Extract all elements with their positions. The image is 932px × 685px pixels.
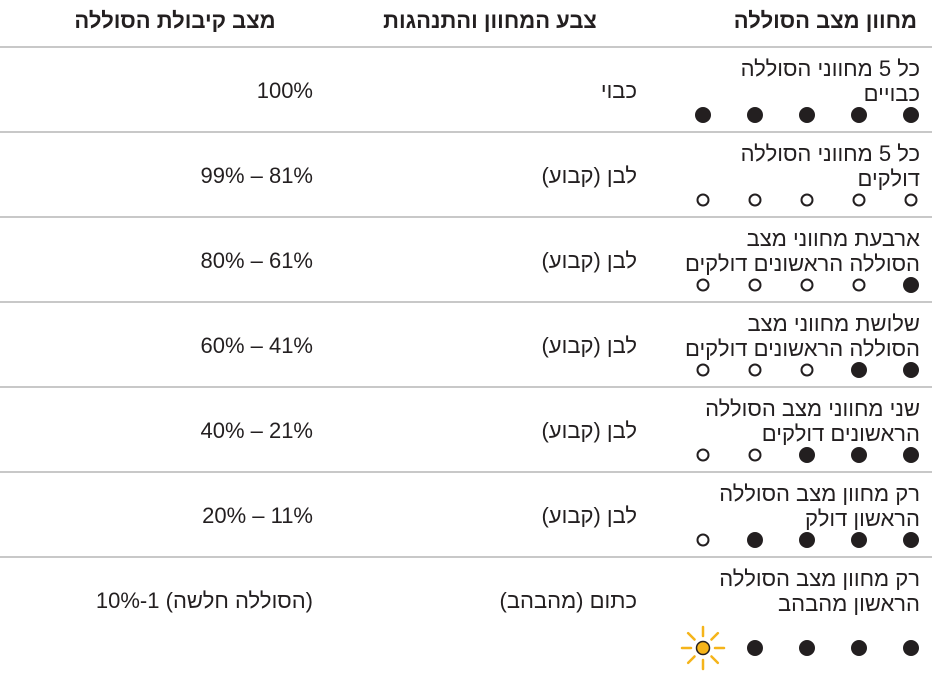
indicator-color: לבן (קבוע) [541, 248, 637, 273]
indicator-text: שלושת מחווני מצב [747, 311, 920, 336]
indicator-color: לבן (קבוע) [541, 163, 637, 188]
capacity: 60% – 41% [200, 333, 313, 358]
indicator-on [748, 448, 762, 462]
indicator-off [903, 362, 919, 378]
indicator-text: רק מחוון מצב הסוללה [719, 481, 920, 506]
indicator-off [903, 640, 919, 656]
indicator-on [696, 448, 710, 462]
indicator-text: הסוללה הראשונים דולקים [684, 251, 920, 276]
indicator-off [851, 640, 867, 656]
indicator-text: שני מחווני מצב הסוללה [705, 396, 920, 421]
capacity: 40% – 21% [200, 418, 313, 443]
header-cell: מחוון מצב הסוללה [733, 8, 917, 33]
indicator-off [747, 107, 763, 123]
indicator-off [903, 532, 919, 548]
capacity: 10%-1 (הסוללה חלשה) [95, 588, 313, 613]
indicator-off [747, 532, 763, 548]
indicator-off [903, 107, 919, 123]
indicator-color: לבן (קבוע) [541, 503, 637, 528]
indicator-color: לבן (קבוע) [541, 333, 637, 358]
indicator-on [696, 533, 710, 547]
blink-ray [710, 631, 720, 641]
blink-ray [710, 655, 720, 665]
indicator-off [851, 532, 867, 548]
indicator-text: הסוללה הראשונים דולקים [684, 336, 920, 361]
indicator-text: ארבעת מחווני מצב [746, 226, 920, 251]
indicator-on [748, 193, 762, 207]
indicator-text: כל 5 מחווני הסוללה [740, 141, 920, 166]
capacity: 100% [256, 78, 313, 103]
indicator-on [748, 363, 762, 377]
indicator-off [903, 447, 919, 463]
indicator-off [799, 107, 815, 123]
capacity: 80% – 61% [200, 248, 313, 273]
header-cell: מצב קיבולת הסוללה [74, 8, 276, 33]
indicator-color: כבוי [600, 78, 637, 103]
indicator-text: הראשון דולק [805, 506, 920, 531]
blink-ray [686, 631, 696, 641]
indicator-text: הראשונים דולקים [761, 421, 920, 446]
indicator-on [748, 278, 762, 292]
indicator-off [851, 447, 867, 463]
indicator-on [696, 278, 710, 292]
indicator-text: הראשון מהבהב [778, 591, 920, 616]
indicator-color: כתום (מהבהב) [499, 588, 637, 613]
indicator-text: כבויים [863, 81, 920, 106]
indicator-off [903, 277, 919, 293]
indicator-on [852, 278, 866, 292]
indicator-on [904, 193, 918, 207]
indicator-on [852, 193, 866, 207]
indicator-blinking [695, 640, 711, 656]
indicator-off [851, 362, 867, 378]
indicator-off [747, 640, 763, 656]
indicator-text: רק מחוון מצב הסוללה [719, 566, 920, 591]
indicator-off [799, 447, 815, 463]
indicator-off [799, 640, 815, 656]
indicator-off [851, 107, 867, 123]
indicator-text: כל 5 מחווני הסוללה [740, 56, 920, 81]
indicator-on [800, 193, 814, 207]
blink-ray [686, 655, 696, 665]
capacity: 20% – 11% [202, 503, 313, 528]
indicator-on [696, 363, 710, 377]
indicator-off [799, 532, 815, 548]
indicator-text: דולקים [857, 166, 920, 191]
indicator-on [696, 193, 710, 207]
capacity: 99% – 81% [200, 163, 313, 188]
indicator-on [800, 363, 814, 377]
indicator-color: לבן (קבוע) [541, 418, 637, 443]
indicator-on [800, 278, 814, 292]
header-cell: צבע המחוון והתנהגות [383, 8, 597, 33]
indicator-off [695, 107, 711, 123]
